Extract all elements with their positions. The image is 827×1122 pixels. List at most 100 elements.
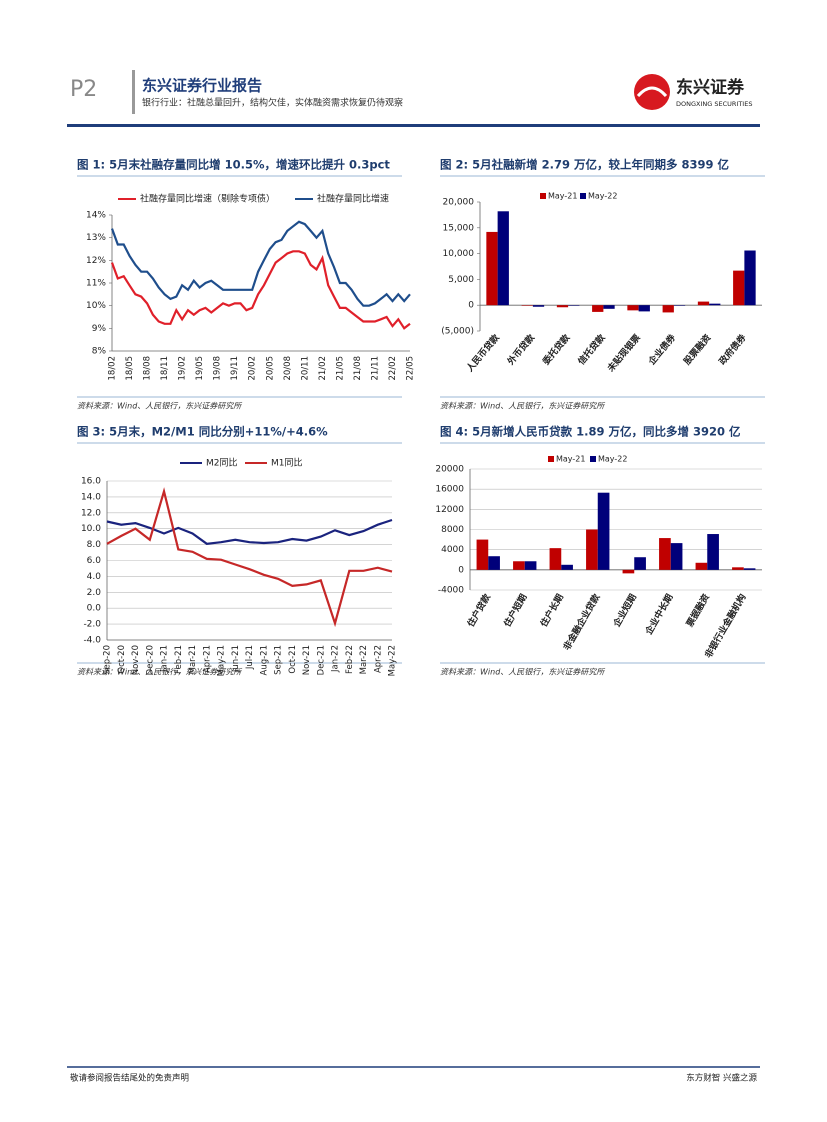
- bar: [638, 305, 650, 312]
- bar: [707, 534, 719, 570]
- legend-label: May-22: [588, 192, 617, 201]
- x-tick-label: 20/08: [283, 356, 293, 381]
- x-tick-label: Jan-22: [331, 645, 341, 673]
- x-tick-label: 股票融资: [681, 332, 713, 367]
- y-tick-label: 4.0: [87, 572, 102, 582]
- x-tick-label: 19/05: [195, 356, 205, 381]
- bar: [561, 564, 573, 570]
- x-tick-label: Nov-21: [302, 645, 312, 675]
- x-tick-label: Mar-22: [359, 645, 369, 674]
- logo-wave: [636, 86, 668, 98]
- report-title: 东兴证券行业报告: [142, 77, 262, 95]
- figure-source: 资料来源：Wind、人民银行，东兴证券研究所: [440, 668, 606, 677]
- x-tick-label: 18/02: [108, 356, 118, 381]
- figure-caption: 图 3: 5月末，M2/M1 同比分别+11%/+4.6%: [77, 425, 328, 439]
- divider: [132, 70, 135, 114]
- x-tick-label: 住户短期: [501, 592, 529, 629]
- footer-right: 东方财智 兴盛之源: [686, 1073, 757, 1084]
- series-line: [106, 487, 393, 628]
- y-tick-label: 9%: [92, 324, 107, 334]
- x-tick-label: May-21: [217, 645, 227, 676]
- x-tick-label: 非金融企业贷款: [561, 591, 603, 652]
- x-tick-label: Mar-21: [188, 645, 198, 674]
- bar: [634, 557, 646, 570]
- legend-label: M2同比: [206, 457, 238, 469]
- figure-source: 资料来源：Wind、人民银行，东兴证券研究所: [77, 402, 243, 411]
- legend-swatch: [540, 193, 546, 199]
- y-tick-label: 8%: [92, 347, 107, 357]
- series-line: [110, 220, 411, 307]
- x-tick-label: Feb-21: [174, 645, 184, 674]
- legend-label: M1同比: [271, 457, 303, 469]
- y-tick-label: 16000: [435, 485, 464, 495]
- x-tick-label: 信托贷款: [575, 331, 608, 367]
- bar: [476, 539, 489, 570]
- y-tick-label: 5,000: [448, 275, 474, 285]
- y-tick-label: 12.0: [81, 508, 101, 518]
- x-tick-label: Jul-21: [245, 645, 255, 670]
- x-tick-label: 住户贷款: [465, 591, 494, 629]
- x-tick-label: 22/02: [388, 356, 398, 381]
- bar: [732, 567, 744, 570]
- x-tick-label: Apr-21: [202, 645, 212, 673]
- bar: [532, 305, 545, 307]
- bar: [497, 211, 509, 306]
- x-tick-label: 外币贷款: [504, 331, 538, 368]
- y-tick-label: 16.0: [81, 477, 101, 487]
- bar: [744, 250, 756, 306]
- y-tick-label: 11%: [86, 279, 106, 289]
- x-tick-label: 21/11: [370, 356, 380, 381]
- x-tick-label: 21/08: [353, 356, 363, 381]
- bar: [549, 548, 562, 570]
- bar: [513, 561, 525, 570]
- y-tick-label: 15,000: [443, 223, 475, 233]
- legend-swatch: [548, 456, 554, 462]
- y-tick-label: 14%: [86, 211, 106, 221]
- x-tick-label: 18/11: [160, 356, 170, 381]
- x-tick-label: Jun-21: [231, 645, 241, 673]
- y-tick-label: 0: [468, 301, 474, 311]
- x-tick-label: Jan-21: [160, 645, 170, 673]
- figure-caption: 图 1: 5月末社融存量同比增 10.5%，增速环比提升 0.3pct: [77, 158, 390, 172]
- logo-text: 东兴证券: [676, 77, 745, 98]
- y-tick-label: 12000: [435, 505, 464, 515]
- x-tick-label: Oct-21: [288, 645, 298, 674]
- bar: [603, 305, 615, 309]
- x-tick-label: Oct-20: [117, 645, 127, 674]
- x-tick-label: 21/05: [335, 356, 345, 381]
- bar: [627, 305, 639, 311]
- y-tick-label: 4000: [441, 545, 464, 555]
- y-tick-label: 14.0: [81, 492, 101, 502]
- x-tick-label: 21/02: [318, 356, 328, 381]
- y-tick-label: 20000: [435, 465, 464, 475]
- x-tick-label: Feb-22: [345, 645, 355, 674]
- bar: [622, 569, 635, 574]
- bar: [592, 305, 604, 312]
- bar: [556, 305, 569, 308]
- logo-en: DONGXING SECURITIES: [676, 100, 752, 108]
- x-tick-label: 企业短期: [610, 592, 639, 630]
- y-tick-label: 8000: [441, 525, 464, 535]
- x-tick-label: Nov-20: [131, 645, 141, 675]
- x-tick-label: 19/08: [213, 356, 223, 381]
- logo-icon: [634, 74, 670, 110]
- bar: [486, 231, 498, 306]
- y-tick-label: -4.0: [83, 636, 101, 646]
- x-tick-label: 20/05: [265, 356, 275, 381]
- page-number: P2: [70, 77, 97, 102]
- series-line: [110, 250, 411, 330]
- x-tick-label: 企业债券: [645, 331, 679, 368]
- x-tick-label: Sep-20: [103, 645, 113, 675]
- bar: [673, 305, 686, 306]
- y-tick-label: 13%: [86, 233, 106, 243]
- legend-label: May-21: [556, 455, 585, 464]
- x-tick-label: Dec-20: [145, 645, 155, 675]
- bar: [488, 556, 500, 570]
- x-tick-label: 政府债券: [716, 331, 749, 367]
- series-line: [106, 518, 393, 545]
- figure-caption: 图 2: 5月社融新增 2.79 万亿，较上年同期多 8399 亿: [440, 158, 730, 172]
- legend-label: 社融存量同比增速（剔除专项债）: [140, 193, 275, 205]
- x-tick-label: Dec-21: [316, 645, 326, 675]
- x-tick-label: Aug-21: [259, 645, 269, 675]
